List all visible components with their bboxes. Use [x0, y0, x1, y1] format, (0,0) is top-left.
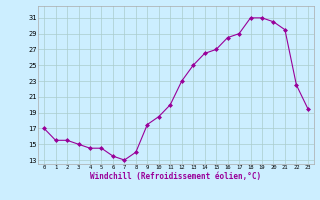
- X-axis label: Windchill (Refroidissement éolien,°C): Windchill (Refroidissement éolien,°C): [91, 172, 261, 181]
